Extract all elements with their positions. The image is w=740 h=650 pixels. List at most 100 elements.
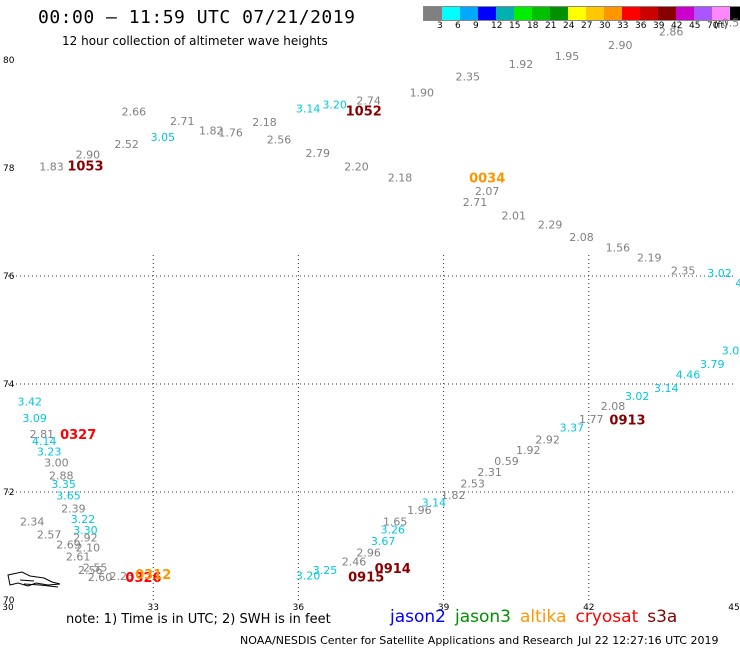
- wave-height-value: 2.81: [30, 428, 55, 441]
- color-swatch: [640, 7, 658, 20]
- color-swatch: [676, 7, 694, 20]
- wave-height-value: 3.42: [18, 396, 43, 409]
- x-tick-label: 42: [583, 603, 594, 613]
- pass-time-label: 0915: [348, 571, 384, 586]
- wave-height-value: 3.65: [56, 490, 81, 503]
- wave-height-value: 2.71: [463, 196, 488, 209]
- y-tick-label: 78: [3, 164, 15, 174]
- wave-height-value: 1.83: [39, 161, 64, 174]
- wave-height-value: 3.14: [422, 497, 447, 510]
- y-tick-label: 70: [3, 596, 15, 606]
- wave-height-value: 3.79: [700, 358, 725, 371]
- y-tick-label: 74: [3, 380, 15, 390]
- wave-height-value: 3.20: [322, 99, 347, 112]
- color-swatch: [658, 7, 676, 20]
- wave-height-value: 2.35: [456, 71, 481, 84]
- color-scale-label: 3: [437, 21, 443, 31]
- footer-note: note: 1) Time is in UTC; 2) SWH is in fe…: [66, 612, 331, 627]
- color-scale-label: 15: [509, 21, 521, 31]
- wave-height-value: 2.55: [83, 561, 108, 574]
- wave-height-value: 2.29: [538, 218, 563, 231]
- color-scale-label: 70: [707, 21, 719, 31]
- color-scale-label: 6: [455, 21, 461, 31]
- color-swatch: [694, 7, 712, 20]
- wave-height-value: 2.08: [569, 231, 594, 244]
- wave-height-value: 3.25: [313, 564, 338, 577]
- wave-height-value: 3.20: [296, 569, 321, 582]
- color-scale-label: 18: [527, 21, 539, 31]
- color-swatch: [550, 7, 568, 20]
- wave-height-value: 2.79: [306, 147, 331, 160]
- color-swatch: [496, 7, 514, 20]
- pass-time-label: 0326: [125, 571, 161, 586]
- satellite-legend: jason2 jason3 altika cryosat s3a: [390, 607, 686, 627]
- credit-line: NOAA/NESDIS Center for Satellite Applica…: [240, 634, 574, 647]
- wave-height-value: 4.46: [676, 369, 701, 382]
- color-swatch: [460, 7, 478, 20]
- wave-height-value: 1.92: [516, 444, 541, 457]
- legend-entry-altika: altika: [520, 607, 567, 627]
- x-tick-label: 33: [147, 603, 158, 613]
- wave-height-value: 2.07: [475, 185, 500, 198]
- wave-height-value: 2.66: [122, 106, 147, 119]
- color-swatch: [622, 7, 640, 20]
- generated-timestamp: Jul 22 12:27:16 UTC 2019: [578, 634, 719, 647]
- y-tick-label: 72: [3, 488, 14, 498]
- y-tick-label: 76: [3, 272, 15, 282]
- wave-height-value: 3.09: [722, 344, 740, 357]
- wave-height-value: 3.00: [44, 457, 69, 470]
- wave-height-value: 1.92: [509, 58, 534, 71]
- wave-height-value: 0.59: [494, 455, 519, 468]
- wave-height-value: 3.05: [151, 131, 176, 144]
- coastline: [19, 579, 59, 588]
- wave-height-value: 2.88: [49, 470, 74, 483]
- coastline: [7, 571, 61, 587]
- wave-height-value: 1.77: [579, 413, 604, 426]
- wave-height-value: 2.53: [460, 478, 485, 491]
- wave-height-value: 3.67: [371, 535, 396, 548]
- pass-time-label: 0913: [609, 414, 645, 429]
- wave-height-value: 2.08: [601, 400, 626, 413]
- color-swatch: [532, 7, 550, 20]
- color-scale-label: 24: [563, 21, 575, 31]
- wave-height-value: 2.74: [356, 94, 381, 107]
- wave-height-value: 1.82: [199, 125, 224, 138]
- wave-height-value: 2.90: [608, 39, 633, 52]
- color-scale-label: 27: [581, 21, 593, 31]
- pass-time-label: 1053: [67, 160, 103, 175]
- wave-height-value: 3.23: [37, 445, 62, 458]
- wave-height-value: 2.71: [170, 115, 195, 128]
- wave-height-value: 1.82: [441, 489, 466, 502]
- pass-time-label: 0034: [469, 172, 505, 187]
- wave-height-value: 2.46: [342, 555, 367, 568]
- x-tick-label: 45: [728, 603, 739, 613]
- wave-height-value: 3.26: [381, 524, 406, 537]
- legend-entry-jason2: jason2: [390, 607, 446, 627]
- wave-height-value: 0.59: [722, 17, 740, 30]
- wave-height-value: 3.02: [707, 267, 732, 280]
- color-swatch: [514, 7, 532, 20]
- wave-height-value: 1.95: [555, 50, 580, 63]
- color-scale-label: 39: [653, 21, 665, 31]
- wave-height-value: 2.56: [78, 564, 103, 577]
- color-swatch: [730, 7, 740, 20]
- wave-height-value: 1.96: [407, 504, 432, 517]
- color-scale-label: 21: [545, 21, 557, 31]
- wave-height-value: 3.37: [560, 422, 585, 435]
- wave-height-value: 1.56: [606, 242, 631, 255]
- wave-height-value: 2.01: [502, 209, 527, 222]
- color-scale-label: 30: [599, 21, 611, 31]
- wave-height-value: 2.96: [356, 546, 381, 559]
- wave-height-value: 4: [735, 277, 740, 290]
- wave-height-value: 2.18: [252, 116, 277, 129]
- color-swatch: [586, 7, 604, 20]
- color-scale-label: 12: [491, 21, 503, 31]
- wave-height-value: 1.76: [218, 127, 243, 140]
- wave-height-value: 4.14: [32, 435, 57, 448]
- legend-entry-cryosat: cryosat: [575, 607, 639, 627]
- pass-time-label: 1052: [346, 105, 382, 120]
- wave-height-value: 2.20: [344, 161, 369, 174]
- wave-height-value: 2.57: [37, 528, 62, 541]
- wave-height-value: 1.90: [410, 87, 435, 100]
- wave-height-value: 3.09: [22, 412, 47, 425]
